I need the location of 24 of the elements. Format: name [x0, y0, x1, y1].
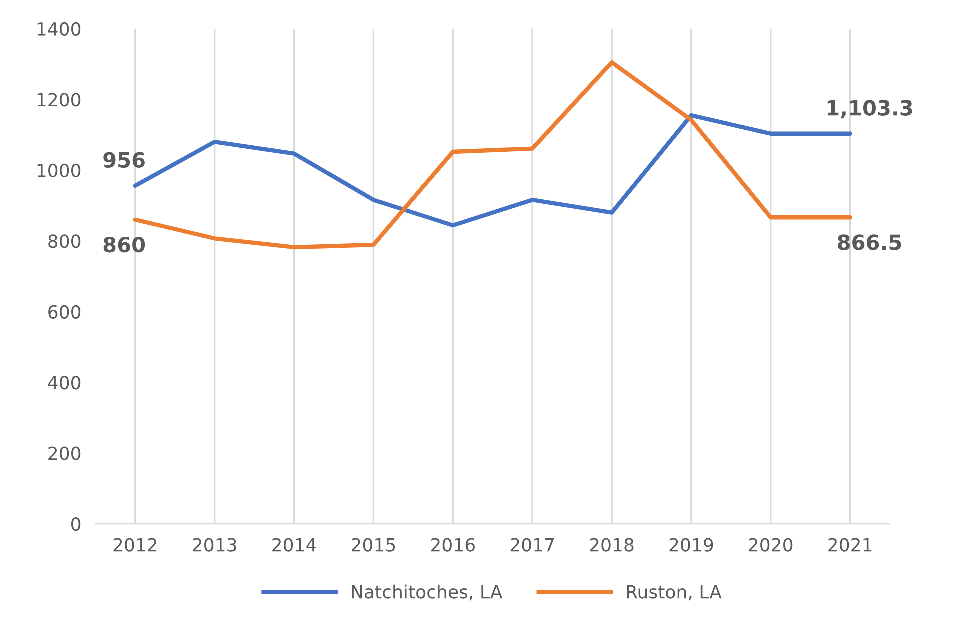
x-tick-label: 2013 [193, 538, 236, 552]
y-tick-label: 1200 [38, 93, 81, 107]
data-label: 866.5 [838, 234, 902, 250]
x-tick-label: 2018 [590, 538, 634, 552]
y-tick-label: 1000 [38, 164, 81, 178]
data-label: 1,103.3 [828, 100, 912, 119]
x-tick-label: 2016 [431, 538, 475, 552]
x-tick-label: 2020 [749, 538, 793, 552]
data-label: 956 [104, 152, 145, 168]
x-tick-label: 2021 [828, 538, 872, 552]
legend-label: Natchitoches, LA [352, 584, 503, 601]
legend-label: Ruston, LA [627, 585, 722, 601]
y-tick-label: 600 [48, 305, 81, 319]
data-label: 860 [104, 236, 146, 253]
y-tick-label: 400 [48, 376, 81, 390]
x-tick-label: 2017 [510, 538, 554, 552]
y-tick-label: 0 [72, 518, 81, 532]
y-tick-label: 800 [48, 234, 81, 248]
x-tick-label: 2015 [352, 538, 396, 552]
x-tick-label: 2012 [114, 538, 157, 552]
x-tick-label: 2019 [670, 538, 714, 552]
x-tick-label: 2014 [272, 538, 316, 552]
y-tick-label: 200 [48, 446, 81, 460]
y-tick-label: 1400 [38, 22, 81, 36]
